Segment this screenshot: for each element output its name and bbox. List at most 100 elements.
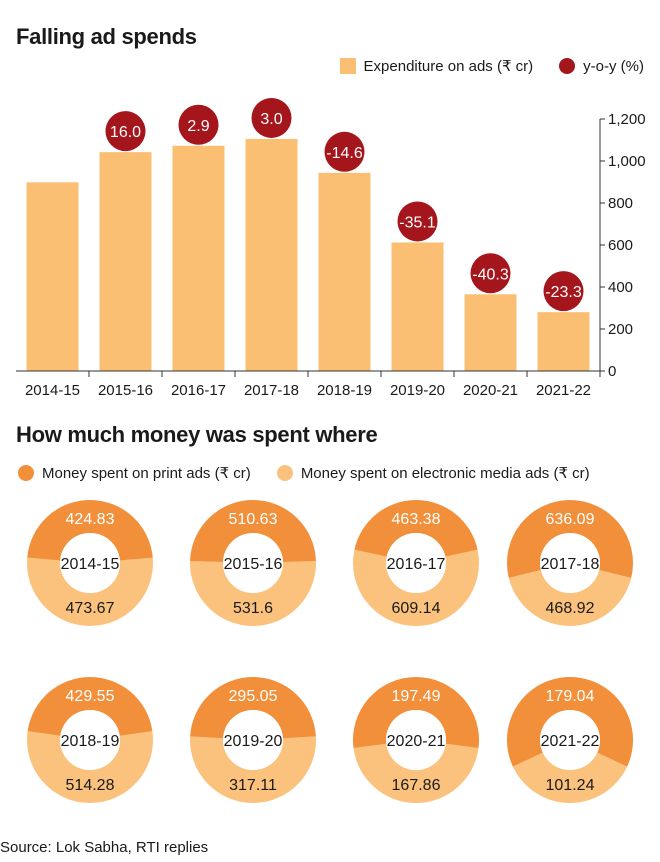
yoy-marker — [470, 253, 511, 294]
x-tick-label: 2018-19 — [317, 382, 372, 399]
electronic-value-label: 317.11 — [229, 777, 277, 794]
bar-2014-15 — [26, 182, 79, 371]
donut-hole — [540, 533, 600, 593]
x-tick-label: 2014-15 — [25, 382, 80, 399]
x-tick-label: 2021-22 — [536, 382, 591, 399]
legend-dot-electronic — [276, 465, 293, 481]
x-tick-label: 2019-20 — [390, 382, 445, 399]
donut-year-label: 2021-22 — [541, 733, 600, 750]
yoy-label: -35.1 — [399, 214, 436, 231]
y-tick-label: 0 — [608, 363, 616, 380]
electronic-value-label: 468.92 — [546, 600, 595, 617]
electronic-value-label: 473.67 — [66, 600, 115, 617]
donut-hole — [60, 533, 120, 593]
electronic-slice — [353, 743, 479, 803]
yoy-label: -40.3 — [472, 266, 509, 283]
bar-2015-16 — [99, 152, 152, 371]
legend-label-electronic: Money spent on electronic media ads (₹ c… — [300, 465, 590, 482]
donut-year-label: 2019-20 — [224, 733, 283, 750]
legend-dot-yoy — [559, 58, 576, 74]
y-tick-label: 600 — [608, 237, 633, 254]
x-tick-label: 2020-21 — [463, 382, 518, 399]
donut-2017-18: 2017-18 636.09 468.92 — [507, 500, 633, 626]
yoy-label: 2.9 — [187, 118, 209, 135]
electronic-value-label: 101.24 — [546, 777, 595, 794]
legend-label-yoy: y-o-y (%) — [583, 57, 644, 75]
electronic-slice — [190, 736, 317, 803]
donut-year-label: 2014-15 — [61, 556, 120, 573]
yoy-marker — [105, 111, 146, 152]
yoy-label: -14.6 — [326, 145, 363, 162]
yoy-marker — [251, 97, 292, 138]
yoy-marker — [324, 131, 365, 172]
print-slice — [353, 676, 479, 749]
print-slice — [190, 500, 316, 563]
donut-2016-17: 2016-17 463.38 609.14 — [353, 500, 479, 626]
bar-2021-22 — [537, 312, 590, 371]
electronic-slice — [508, 570, 632, 626]
electronic-slice — [512, 752, 628, 803]
electronic-slice — [26, 557, 153, 626]
print-slice — [507, 500, 633, 578]
donut-year-label: 2015-16 — [224, 556, 283, 573]
donut-hole — [223, 533, 283, 593]
donut-2019-20: 2019-20 295.05 317.11 — [190, 676, 317, 803]
electronic-value-label: 609.14 — [392, 600, 441, 617]
y-tick-label: 200 — [608, 321, 633, 338]
print-slice — [190, 676, 316, 739]
yoy-marker — [543, 271, 584, 312]
donut-hole — [386, 710, 446, 770]
donut-hole — [60, 710, 120, 770]
donut-2021-22: 2021-22 179.04 101.24 — [507, 676, 633, 803]
print-value-label: 295.05 — [229, 688, 278, 705]
bar-chart: 0 200 400 600 800 1,000 1,200 2014-15 2015-16 16.… — [16, 97, 646, 399]
bar-chart-legend: Expenditure on ads (₹ cr) y-o-y (%) — [339, 57, 644, 75]
yoy-label: 16.0 — [110, 124, 141, 141]
bar-2019-20 — [391, 242, 444, 371]
donut-2018-19: 2018-19 429.55 514.28 — [27, 677, 154, 803]
print-value-label: 429.55 — [66, 688, 115, 705]
print-slice — [354, 500, 478, 557]
y-tick-label: 1,200 — [608, 111, 646, 128]
bar-chart-title: Falling ad spends — [16, 24, 197, 49]
y-tick-label: 1,000 — [608, 153, 646, 170]
donut-chart-title: How much money was spent where — [16, 422, 378, 447]
electronic-value-label: 167.86 — [392, 777, 441, 794]
donut-hole — [223, 710, 283, 770]
print-slice — [27, 499, 153, 561]
bar-2020-21 — [464, 294, 517, 371]
legend-dot-print — [18, 465, 34, 481]
yoy-label: -23.3 — [545, 284, 582, 301]
print-value-label: 636.09 — [546, 511, 595, 528]
bar-2017-18 — [245, 138, 298, 371]
yoy-label: 3.0 — [260, 111, 282, 128]
electronic-slice — [27, 731, 154, 803]
donut-charts: 2014-15 424.83 473.67 2015-16 510.63 531.6 201… — [26, 499, 633, 803]
legend-label-expenditure: Expenditure on ads (₹ cr) — [363, 58, 534, 75]
donut-2014-15: 2014-15 424.83 473.67 — [26, 499, 153, 626]
donut-hole — [386, 533, 446, 593]
print-value-label: 179.04 — [546, 688, 595, 705]
y-tick-label: 800 — [608, 195, 633, 212]
print-slice — [507, 676, 633, 767]
electronic-value-label: 531.6 — [233, 600, 273, 617]
donut-year-label: 2017-18 — [541, 556, 600, 573]
x-tick-label: 2016-17 — [171, 382, 226, 399]
bar-2016-17 — [172, 145, 225, 371]
electronic-slice — [189, 561, 316, 627]
donut-year-label: 2018-19 — [61, 733, 120, 750]
donut-year-label: 2020-21 — [387, 733, 446, 750]
electronic-slice — [353, 549, 479, 626]
print-value-label: 510.63 — [229, 511, 278, 528]
print-slice — [27, 677, 153, 736]
donut-hole — [540, 710, 600, 770]
yoy-marker — [178, 104, 219, 145]
source-note: Source: Lok Sabha, RTI replies — [0, 839, 209, 856]
print-value-label: 424.83 — [66, 511, 115, 528]
y-tick-label: 400 — [608, 279, 633, 296]
print-value-label: 463.38 — [392, 511, 441, 528]
print-value-label: 197.49 — [392, 688, 441, 705]
x-tick-label: 2017-18 — [244, 382, 299, 399]
donut-legend: Money spent on print ads (₹ cr) Money sp… — [18, 464, 590, 482]
donut-year-label: 2016-17 — [387, 556, 446, 573]
